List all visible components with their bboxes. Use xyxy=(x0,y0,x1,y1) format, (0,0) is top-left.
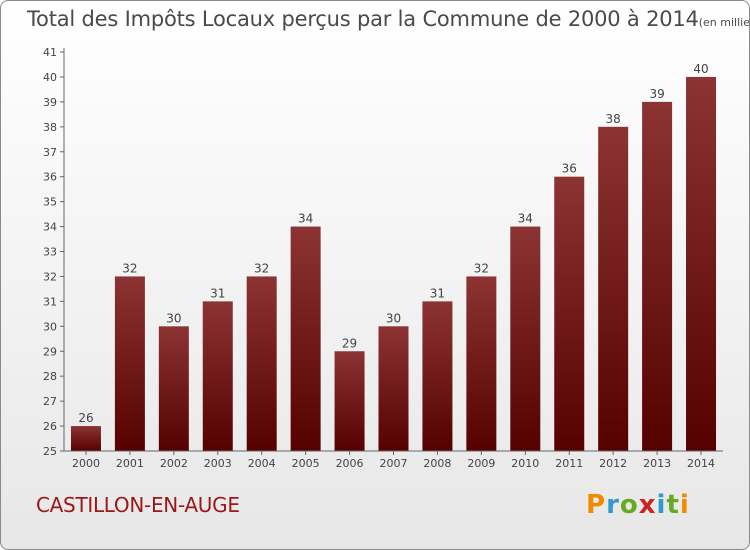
bar-value-label: 39 xyxy=(649,87,664,101)
y-tick-label: 33 xyxy=(43,246,57,259)
logo-letter: t xyxy=(666,490,680,520)
title-text: Total des Impôts Locaux perçus par la Co… xyxy=(27,7,699,31)
y-tick-label: 39 xyxy=(43,96,57,109)
x-tick-label: 2000 xyxy=(72,457,100,470)
bar-value-label: 34 xyxy=(518,212,533,226)
bar-value-label: 31 xyxy=(430,286,445,300)
bar-value-label: 40 xyxy=(693,62,708,76)
proxiti-logo: Proxiti xyxy=(586,490,690,520)
bar-2006 xyxy=(334,351,365,451)
x-tick-label: 2014 xyxy=(687,457,715,470)
x-tick-label: 2005 xyxy=(292,457,320,470)
y-tick-label: 27 xyxy=(43,395,57,408)
logo-letter: i xyxy=(656,490,667,520)
y-tick-label: 28 xyxy=(43,370,57,383)
chart-title: Total des Impôts Locaux perçus par la Co… xyxy=(27,7,750,31)
logo-letter: r xyxy=(606,490,620,520)
bar-2013 xyxy=(642,101,673,451)
x-axis: 2000 2001 2002 2003 2004 2005 2006 2007 2008 2009… xyxy=(64,450,723,470)
y-tick-label: 38 xyxy=(43,121,57,134)
bar-2012 xyxy=(598,126,629,451)
title-unit: (en milliers d'€) xyxy=(698,16,750,29)
y-tick-label: 26 xyxy=(43,420,57,433)
x-tick-label: 2002 xyxy=(160,457,188,470)
x-tick-label: 2008 xyxy=(423,457,451,470)
logo-letter: P xyxy=(586,490,607,520)
bar-value-label: 32 xyxy=(254,261,269,275)
y-tick-label: 25 xyxy=(43,445,57,458)
bar-2005 xyxy=(290,226,321,451)
x-tick-label: 2013 xyxy=(643,457,671,470)
bar-2009 xyxy=(466,276,497,451)
y-tick-label: 32 xyxy=(43,270,57,283)
bar-2014 xyxy=(686,76,717,451)
x-tick-label: 2001 xyxy=(116,457,144,470)
y-tick-label: 41 xyxy=(43,46,57,59)
bars: 26 32 30 31 32 34 29 30 31 32 34 36 38 39 40 xyxy=(70,62,717,451)
bar-value-label: 30 xyxy=(166,311,181,325)
y-tick-label: 31 xyxy=(43,295,57,308)
x-tick-label: 2004 xyxy=(248,457,276,470)
x-tick-label: 2012 xyxy=(599,457,627,470)
y-tick-label: 34 xyxy=(43,221,57,234)
bar-value-label: 29 xyxy=(342,336,357,350)
bar-2001 xyxy=(114,276,145,451)
logo-letter: x xyxy=(638,490,657,520)
y-tick-label: 30 xyxy=(43,320,57,333)
bar-value-label: 34 xyxy=(298,212,313,226)
x-tick-label: 2011 xyxy=(555,457,583,470)
bar-value-label: 36 xyxy=(562,162,577,176)
bar-value-label: 32 xyxy=(122,261,137,275)
bar-value-label: 38 xyxy=(606,112,621,126)
y-tick-label: 37 xyxy=(43,146,57,159)
bar-2011 xyxy=(554,176,585,451)
bar-2007 xyxy=(378,326,409,451)
bar-value-label: 30 xyxy=(386,311,401,325)
bar-2003 xyxy=(202,301,233,451)
y-tick-label: 40 xyxy=(43,71,57,84)
bar-value-label: 32 xyxy=(474,261,489,275)
logo-letter: o xyxy=(619,490,639,520)
bar-2008 xyxy=(422,301,453,451)
x-tick-label: 2009 xyxy=(467,457,495,470)
bar-2002 xyxy=(158,326,189,451)
y-tick-label: 29 xyxy=(43,345,57,358)
bar-2010 xyxy=(510,226,541,451)
x-tick-label: 2006 xyxy=(336,457,364,470)
bar-2004 xyxy=(246,276,277,451)
y-tick-label: 35 xyxy=(43,196,57,209)
bar-2000 xyxy=(70,426,101,451)
bar-value-label: 26 xyxy=(78,411,93,425)
x-tick-label: 2003 xyxy=(204,457,232,470)
x-tick-label: 2010 xyxy=(511,457,539,470)
x-tick-label: 2007 xyxy=(380,457,408,470)
y-axis: 25 26 27 28 29 30 31 32 33 34 35 36 37 38 39 40 41 xyxy=(43,46,65,458)
logo-letter: i xyxy=(679,490,690,520)
bar-value-label: 31 xyxy=(210,286,225,300)
y-tick-label: 36 xyxy=(43,171,57,184)
commune-name: CASTILLON-EN-AUGE xyxy=(36,493,240,517)
